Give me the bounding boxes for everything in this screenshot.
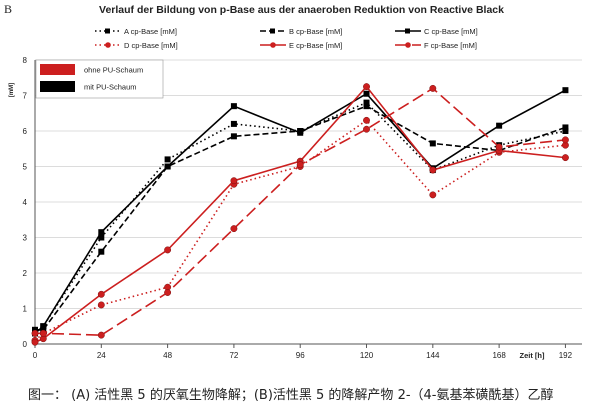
legend-marker — [270, 42, 276, 48]
data-point — [363, 103, 370, 110]
data-point — [97, 301, 105, 309]
legend-label: B cp-Base [mM] — [289, 27, 342, 36]
x-axis-label: Zeit [h] — [520, 351, 545, 360]
series-2 — [32, 103, 569, 333]
series-line — [34, 85, 566, 343]
legend-entry: C cp-Base [mM] — [395, 27, 478, 36]
legend-label: A cp-Base [mM] — [124, 27, 177, 36]
data-point — [363, 125, 370, 133]
data-point — [164, 156, 171, 163]
data-point — [429, 191, 437, 199]
data-point — [32, 326, 38, 333]
figure-caption: 图一： (A) 活性黑 5 的厌氧生物降解；(B)活性黑 5 的降解产物 2-（… — [28, 388, 554, 403]
chart-title: Verlauf der Bildung von p-Base aus der a… — [99, 4, 504, 16]
y-tick-label: 2 — [23, 269, 28, 278]
x-tick-label: 144 — [426, 351, 440, 360]
x-tick-label: 72 — [229, 351, 238, 360]
data-point — [496, 122, 503, 129]
data-point — [429, 140, 436, 147]
legend-label: E cp-Base [mM] — [289, 41, 342, 50]
group-legend-swatch — [40, 64, 75, 75]
legend-marker — [405, 28, 410, 34]
panel-label: B — [4, 2, 13, 16]
x-tick-label: 48 — [163, 351, 172, 360]
y-tick-label: 3 — [23, 234, 28, 243]
data-point — [429, 166, 437, 174]
data-point — [495, 143, 503, 151]
data-point — [97, 331, 105, 339]
series-4 — [31, 116, 569, 344]
data-point — [296, 161, 304, 169]
data-point — [297, 129, 304, 136]
data-point — [561, 154, 569, 162]
data-point — [98, 229, 105, 236]
x-tick-label: 168 — [492, 351, 506, 360]
data-point — [164, 163, 171, 170]
series-line — [34, 101, 566, 334]
data-point — [562, 124, 569, 131]
data-point — [230, 225, 238, 233]
data-point — [363, 99, 370, 106]
data-point — [230, 103, 237, 110]
group-legend-entry: ohne PU-Schaum — [40, 64, 143, 75]
series-3 — [32, 87, 569, 337]
x-tick-label: 120 — [360, 351, 374, 360]
data-point — [561, 136, 569, 144]
data-point — [31, 338, 39, 346]
group-legend-entry: mit PU-Schaum — [40, 81, 137, 92]
x-tick-label: 0 — [33, 351, 38, 360]
legend-marker — [105, 28, 110, 34]
data-point — [164, 246, 172, 254]
x-tick-label: 96 — [296, 351, 305, 360]
legend-entry: B cp-Base [mM] — [260, 27, 342, 36]
x-tick-label: 24 — [97, 351, 106, 360]
y-tick-label: 1 — [23, 305, 28, 314]
y-tick-label: 4 — [23, 198, 28, 207]
legend-entry: E cp-Base [mM] — [260, 41, 342, 50]
series-line — [34, 89, 566, 334]
y-tick-label: 8 — [23, 56, 28, 65]
data-point — [40, 323, 47, 330]
group-legend-swatch — [40, 81, 75, 92]
data-point — [230, 120, 237, 127]
data-point — [429, 84, 437, 92]
data-point — [39, 329, 47, 337]
y-tick-label: 0 — [23, 340, 28, 349]
data-point — [230, 177, 238, 185]
legend-label: D cp-Base [mM] — [124, 41, 178, 50]
data-point — [363, 83, 370, 91]
group-legend-label: mit PU-Schaum — [84, 83, 137, 92]
y-tick-label: 5 — [23, 163, 28, 172]
data-point — [363, 116, 370, 124]
data-point — [98, 234, 105, 241]
data-point — [562, 87, 569, 94]
legend-entry: F cp-Base [mM] — [395, 41, 477, 50]
y-axis-label: [mM] — [9, 83, 15, 97]
series-6 — [31, 84, 569, 339]
x-tick-label: 192 — [559, 351, 573, 360]
legend-label: F cp-Base [mM] — [424, 41, 477, 50]
data-point — [230, 133, 237, 140]
series-line — [34, 119, 566, 342]
legend-entry: A cp-Base [mM] — [95, 27, 177, 36]
data-point — [97, 290, 105, 298]
data-point — [31, 329, 39, 337]
data-point — [40, 326, 47, 333]
legend-marker — [105, 42, 111, 48]
legend-marker — [270, 28, 275, 34]
series-line — [35, 87, 566, 336]
data-point — [164, 289, 172, 296]
data-point — [562, 128, 569, 134]
legend-label: C cp-Base [mM] — [424, 27, 478, 36]
legend-marker — [405, 42, 411, 48]
y-tick-label: 7 — [23, 92, 28, 101]
data-point — [363, 90, 370, 97]
data-point — [98, 248, 105, 255]
series-5 — [31, 83, 569, 346]
legend-entry: D cp-Base [mM] — [95, 41, 178, 50]
group-legend-label: ohne PU-Schaum — [84, 66, 143, 75]
y-tick-label: 6 — [23, 127, 28, 136]
